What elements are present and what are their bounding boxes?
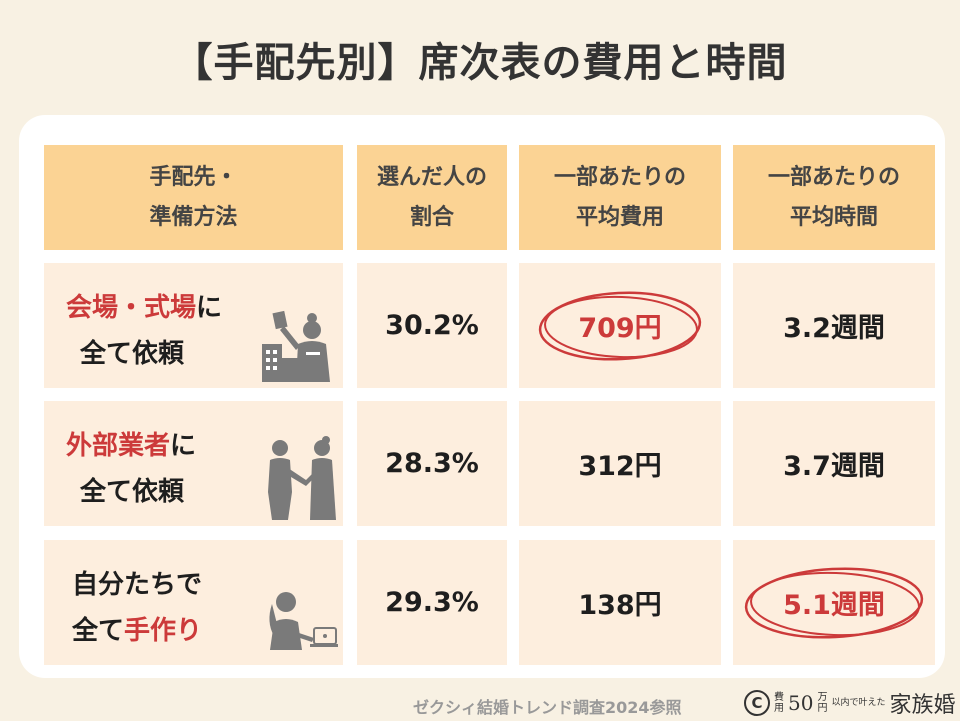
time-diy: 5.1週間 <box>733 540 935 665</box>
laptop-person-icon <box>269 592 338 650</box>
row1-label-line1: 会場・式場に <box>66 293 223 323</box>
cost-vendor: 312円 <box>519 401 721 526</box>
header-ratio: 選んだ人の 割合 <box>357 145 507 250</box>
brand-name: 家族婚 <box>889 693 956 718</box>
header-time: 一部あたりの 平均時間 <box>733 145 935 250</box>
time-venue: 3.2週間 <box>733 263 935 388</box>
table-row-label-vendor <box>44 401 343 526</box>
highlight-cost: 709円 <box>538 291 702 360</box>
ratio-diy: 29.3% <box>357 540 507 665</box>
time-vendor: 3.7週間 <box>733 401 935 526</box>
brand-cost-label: 費用 <box>774 692 784 714</box>
header-method-line2: 準備方法 <box>149 204 238 230</box>
ratio-vendor: 28.3% <box>357 401 507 526</box>
ratio-venue: 30.2% <box>357 263 507 388</box>
cost-venue: 709円 <box>519 263 721 388</box>
header-method: 手配先・ 準備方法 <box>44 145 343 250</box>
highlight-circle <box>538 291 702 360</box>
brand-tagline: 以内で叶えた <box>831 697 886 708</box>
brand-amount: 50 <box>788 691 814 715</box>
header-cost-line2: 平均費用 <box>575 204 664 230</box>
header-ratio-line2: 割合 <box>409 204 454 230</box>
header-ratio-line1: 選んだ人の <box>376 164 487 190</box>
header-cost: 一部あたりの 平均費用 <box>519 145 721 250</box>
header-time-line1: 一部あたりの <box>767 164 900 190</box>
venue-staff-icon <box>262 310 330 382</box>
copyright-icon: C <box>744 690 770 716</box>
page-title: 【手配先別】席次表の費用と時間 <box>172 40 788 86</box>
cost-venue-value: 709円 <box>578 313 662 344</box>
handshake-icon <box>268 436 336 520</box>
row3-label-line2: 全て手作り <box>72 616 203 646</box>
row2-label-line2: 全て依頼 <box>80 477 185 507</box>
source-note: ゼクシィ結婚トレンド調査2024参照 <box>413 698 682 717</box>
row2-label-line1: 外部業者に <box>66 431 197 461</box>
row3-label-line1: 自分たちで <box>72 570 203 600</box>
highlight-circle <box>744 566 924 639</box>
brand-unit: 万円 <box>817 692 828 714</box>
highlight-time: 5.1週間 <box>744 566 924 639</box>
cost-diy: 138円 <box>519 540 721 665</box>
row1-label-line2: 全て依頼 <box>80 339 185 369</box>
header-method-line1: 手配先・ <box>149 164 238 190</box>
brand-logo: C 費用 50 万円 以内で叶えた 家族婚 <box>744 688 955 718</box>
time-diy-value: 5.1週間 <box>783 590 885 621</box>
header-cost-line1: 一部あたりの <box>553 164 686 190</box>
header-time-line2: 平均時間 <box>789 204 878 230</box>
